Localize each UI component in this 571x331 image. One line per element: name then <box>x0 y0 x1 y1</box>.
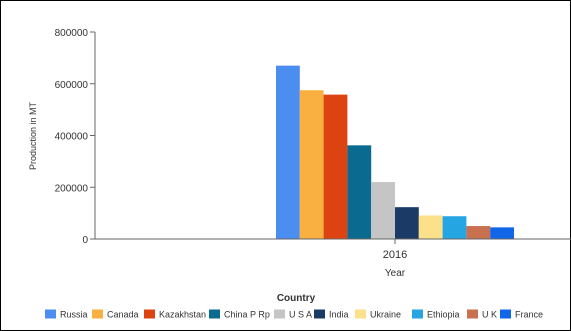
y-axis-label: Production in MT <box>28 101 38 170</box>
legend-swatch-ethiopia <box>412 309 423 319</box>
legend-label-china-p-rp: China P Rp <box>224 310 270 320</box>
y-axis-ticks: 800000 600000 400000 200000 0 <box>55 28 396 246</box>
legend-swatch-russia <box>45 309 56 319</box>
legend-swatch-ukraine <box>355 309 366 319</box>
bar-series-group <box>276 65 514 240</box>
legend: Russia Canada Kazakhstan China P Rp U S A Ind… <box>45 309 543 320</box>
legend-swatch-kazakhstan <box>144 309 155 319</box>
bar-canada <box>299 90 324 239</box>
bar-india <box>395 207 419 239</box>
legend-label-kazakhstan: Kazakhstan <box>159 310 206 320</box>
legend-swatch-china-p-rp <box>209 309 220 319</box>
legend-label-ukraine: Ukraine <box>370 310 401 320</box>
bar-kazakhstan <box>323 94 348 240</box>
x-axis-label: Year <box>385 268 406 279</box>
y-tick-label: 800000 <box>55 28 89 39</box>
legend-swatch-u-s-a <box>274 309 285 319</box>
y-tick-label: 200000 <box>55 183 89 194</box>
legend-label-u-s-a: U S A <box>289 310 312 320</box>
bar-china-p-rp <box>347 145 372 239</box>
x-tick-label: 2016 <box>383 249 407 261</box>
bar-france <box>490 227 514 239</box>
legend-label-india: India <box>329 310 349 320</box>
bar-ukraine <box>418 215 443 239</box>
legend-label-ethiopia: Ethiopia <box>427 310 460 320</box>
legend-label-france: France <box>515 310 543 320</box>
legend-swatch-france <box>500 309 511 319</box>
legend-swatch-u-k <box>467 309 478 319</box>
legend-title: Country <box>277 293 316 304</box>
legend-label-u-k: U K <box>482 310 497 320</box>
y-tick-label: 600000 <box>55 80 89 91</box>
bar-u-s-a <box>371 182 395 239</box>
bar-ethiopia <box>442 216 467 239</box>
bar-u-k <box>466 226 491 239</box>
y-tick-label: 0 <box>82 235 88 246</box>
legend-label-russia: Russia <box>60 310 88 320</box>
y-tick-label: 400000 <box>55 132 89 143</box>
legend-swatch-canada <box>92 309 103 319</box>
bar-russia <box>276 65 300 239</box>
legend-swatch-india <box>314 309 325 319</box>
legend-label-canada: Canada <box>107 310 139 320</box>
